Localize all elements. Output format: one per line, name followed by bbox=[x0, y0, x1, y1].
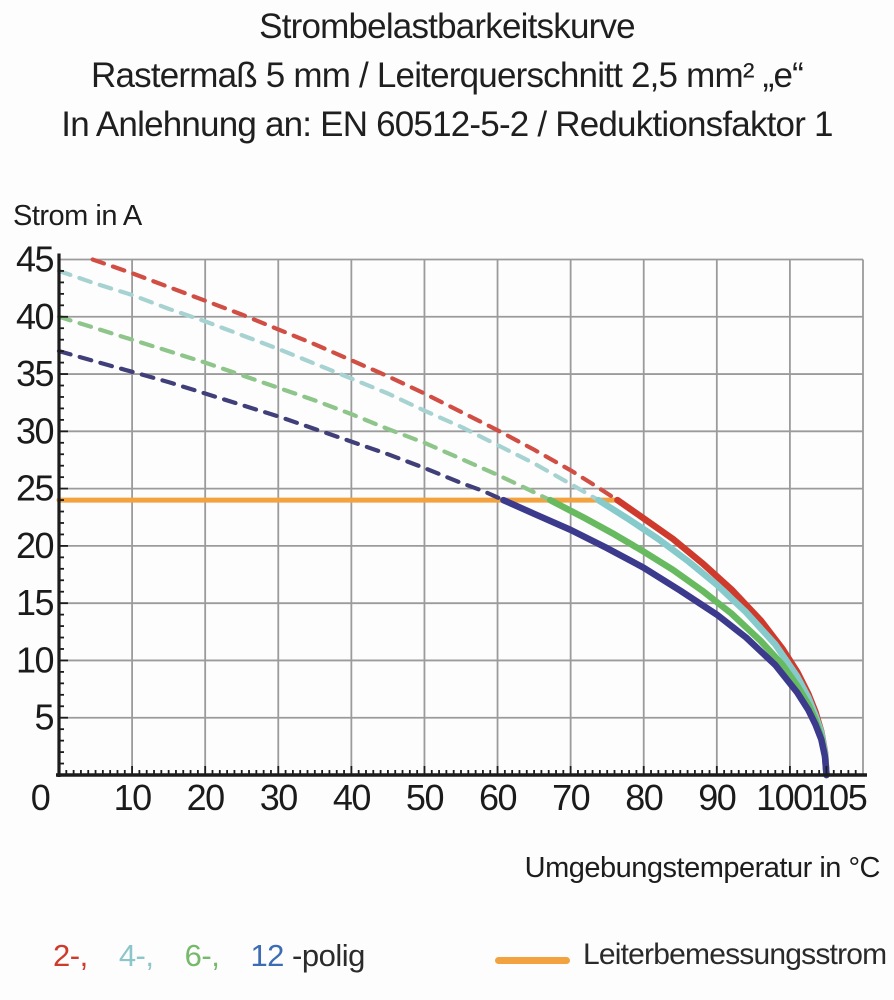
legend-item-6-polig: 6-, bbox=[184, 938, 220, 973]
x-tick-label: 105 bbox=[811, 777, 867, 818]
x-tick-label: 80 bbox=[625, 777, 663, 818]
chart-title: Strombelastbarkeitskurve Rastermaß 5 mm … bbox=[0, 2, 894, 149]
chart-title-line1: Strombelastbarkeitskurve bbox=[259, 7, 635, 46]
y-tick-label: 35 bbox=[16, 353, 54, 394]
rated-current-label: Leiterbemessungsstrom bbox=[583, 938, 887, 971]
6-polig-dashed-curve bbox=[56, 314, 553, 503]
y-tick-label: 30 bbox=[16, 410, 54, 451]
2-polig-dashed-curve bbox=[90, 257, 620, 503]
x-tick-label: 50 bbox=[406, 777, 444, 818]
y-tick-label: 10 bbox=[16, 639, 54, 680]
x-tick-label: 70 bbox=[552, 777, 590, 818]
y-tick-label: 25 bbox=[16, 468, 54, 509]
x-tick-label: 40 bbox=[333, 777, 371, 818]
4-polig-dashed-curve bbox=[56, 268, 601, 503]
x-tick-label: 90 bbox=[698, 777, 736, 818]
legend-poles: 2-, 4-, 6-, 12 -polig bbox=[53, 938, 365, 974]
x-tick-label: 100 bbox=[756, 777, 812, 818]
y-axis-title: Strom in A bbox=[13, 200, 142, 232]
12-polig-dashed-curve bbox=[56, 349, 506, 503]
y-tick-label: 20 bbox=[16, 525, 54, 566]
rated-current-swatch bbox=[495, 957, 570, 964]
chart-title-line2: Rastermaß 5 mm / Leiterquerschnitt 2,5 m… bbox=[90, 56, 804, 95]
legend-item-12: 12 bbox=[250, 938, 284, 973]
y-tick-label: 40 bbox=[16, 296, 54, 337]
y-tick-label: 15 bbox=[16, 582, 54, 623]
2-polig-solid-curve bbox=[614, 496, 830, 779]
legend-rated-current: Leiterbemessungsstrom bbox=[494, 936, 894, 986]
x-axis-title: Umgebungstemperatur in °C bbox=[524, 852, 881, 884]
x-tick-label: 20 bbox=[187, 777, 225, 818]
y-tick-label: 45 bbox=[16, 239, 54, 280]
x-tick-label: 10 bbox=[114, 777, 152, 818]
chart-title-line3: In Anlehnung an: EN 60512-5-2 / Reduktio… bbox=[61, 105, 833, 144]
legend-item-4-polig: 4-, bbox=[118, 938, 154, 973]
12-polig-solid-curve bbox=[500, 496, 830, 779]
x-tick-label: 0 bbox=[31, 777, 50, 818]
x-tick-label: 30 bbox=[260, 777, 298, 818]
y-tick-label: 5 bbox=[34, 697, 53, 738]
x-tick-label: 60 bbox=[479, 777, 517, 818]
legend-item-polig-suffix: -polig bbox=[292, 938, 365, 973]
legend-item-2-polig: 2-, bbox=[53, 938, 88, 973]
